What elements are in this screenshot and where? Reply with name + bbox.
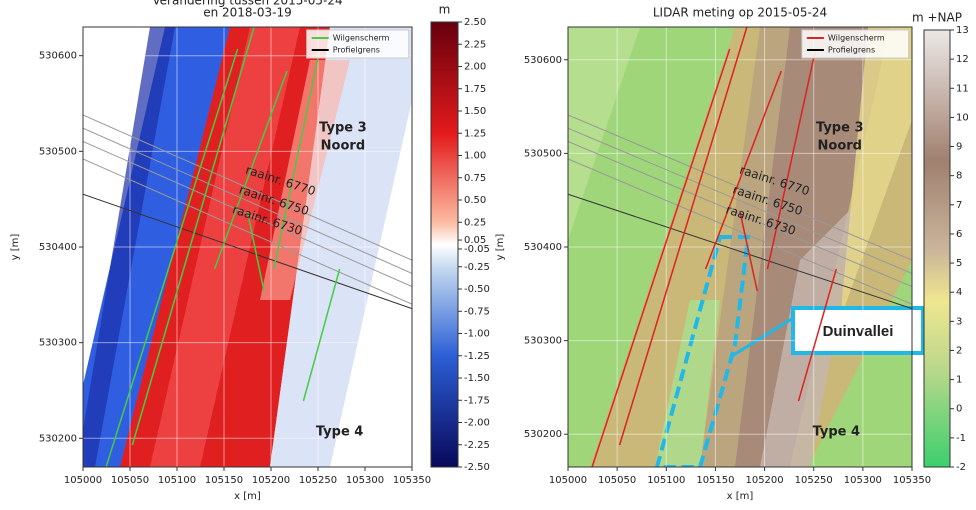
colorbar-tick-label: 2 (956, 345, 962, 356)
legend-label: Profielgrens (333, 46, 380, 55)
panel-title: LIDAR meting op 2015-05-24 (653, 6, 827, 20)
annotation: Noord (818, 138, 862, 153)
x-tick-label: 105150 (696, 475, 734, 486)
y-tick-label: 530600 (39, 51, 77, 62)
x-tick-label: 105100 (158, 475, 196, 486)
colorbar-tick-label: -2.50 (464, 462, 490, 473)
annotation: Noord (321, 138, 365, 153)
y-tick-label: 530400 (524, 242, 562, 253)
y-tick-label: 530500 (524, 148, 562, 159)
colorbar-tick-label: -2.25 (464, 440, 490, 451)
colorbar (924, 30, 950, 467)
x-tick-label: 105050 (111, 475, 149, 486)
colorbar-tick-label: 10 (956, 112, 969, 123)
x-tick-label: 105150 (205, 475, 243, 486)
y-tick-label: 530200 (39, 433, 77, 444)
y-tick-label: 530500 (39, 146, 77, 157)
colorbar-tick-label: 3 (956, 316, 962, 327)
colorbar-tick-label: 0 (956, 404, 962, 415)
colorbar-tick-label: 1 (956, 375, 962, 386)
colorbar-tick-label: 1.00 (464, 151, 486, 162)
colorbar-tick-label: -0.25 (464, 262, 490, 273)
annotation: Type 3 (319, 121, 367, 136)
y-axis-label: y [m] (10, 234, 21, 261)
colorbar-tick-label: 2.25 (464, 39, 486, 50)
colorbar-tick-label: 0.25 (464, 217, 486, 228)
x-tick-label: 105050 (598, 475, 636, 486)
figure: Duinvallei 10500010505010510010515010520… (0, 0, 976, 506)
colorbar-tick-label: -1.75 (464, 395, 490, 406)
colorbar-tick-label: -1.25 (464, 351, 490, 362)
y-tick-label: 530200 (524, 429, 562, 440)
y-tick-label: 530300 (524, 336, 562, 347)
x-tick-label: 105100 (647, 475, 685, 486)
colorbar-tick-label: 2.50 (464, 17, 486, 28)
annotation: Type 4 (813, 424, 861, 439)
x-axis-label: x [m] (234, 491, 261, 502)
colorbar-tick-label: -1 (956, 433, 966, 444)
x-tick-label: 105000 (549, 475, 587, 486)
y-tick-label: 530400 (39, 242, 77, 253)
colorbar-tick-label: -0.75 (464, 306, 490, 317)
colorbar-tick-label: -1.00 (464, 329, 490, 340)
x-tick-label: 105300 (844, 475, 882, 486)
y-tick-label: 530300 (39, 338, 77, 349)
colorbar-tick-label: 1.25 (464, 128, 486, 139)
x-tick-label: 105250 (795, 475, 833, 486)
colorbar-tick-label: 4 (956, 287, 962, 298)
x-tick-label: 105000 (64, 475, 102, 486)
annotation: Type 4 (316, 424, 364, 439)
colorbar-tick-label: 5 (956, 258, 962, 269)
x-axis-label: x [m] (727, 491, 754, 502)
colorbar-tick-label: -2.00 (464, 418, 490, 429)
annotation: Type 3 (816, 121, 864, 136)
colorbar-label: m (439, 3, 451, 17)
colorbar-tick-label: -2 (956, 462, 966, 473)
panel-title: en 2018-03-19 (203, 6, 292, 20)
colorbar-tick-label: -0.50 (464, 284, 490, 295)
colorbar-tick-label: 11 (956, 83, 969, 94)
legend-label: Profielgrens (828, 46, 875, 55)
y-tick-label: 530600 (524, 55, 562, 66)
x-tick-label: 105350 (393, 475, 431, 486)
colorbar-tick-label: 8 (956, 171, 962, 182)
colorbar (431, 22, 458, 467)
colorbar-tick-label: 7 (956, 200, 962, 211)
x-tick-label: 105200 (252, 475, 290, 486)
legend-label: Wilgenscherm (828, 34, 885, 43)
colorbar-tick-label: 6 (956, 229, 962, 240)
colorbar-tick-label: 13 (956, 25, 969, 36)
x-tick-label: 105350 (893, 475, 931, 486)
colorbar-tick-label: 0.75 (464, 173, 486, 184)
x-tick-label: 105200 (745, 475, 783, 486)
colorbar-label: m +NAP (912, 11, 962, 25)
colorbar-tick-label: 12 (956, 54, 969, 65)
colorbar-tick-label: -1.50 (464, 373, 490, 384)
colorbar-tick-label: 1.50 (464, 106, 486, 117)
colorbar-tick-label: -0.05 (464, 244, 490, 255)
x-tick-label: 105300 (346, 475, 384, 486)
legend-label: Wilgenscherm (333, 34, 390, 43)
colorbar-tick-label: 1.75 (464, 84, 486, 95)
callout-label: Duinvallei (823, 323, 894, 340)
y-axis-label: y [m] (495, 234, 506, 261)
x-tick-label: 105250 (299, 475, 337, 486)
colorbar-tick-label: 9 (956, 142, 962, 153)
colorbar-tick-label: 2.00 (464, 62, 486, 73)
colorbar-tick-label: 0.50 (464, 195, 486, 206)
